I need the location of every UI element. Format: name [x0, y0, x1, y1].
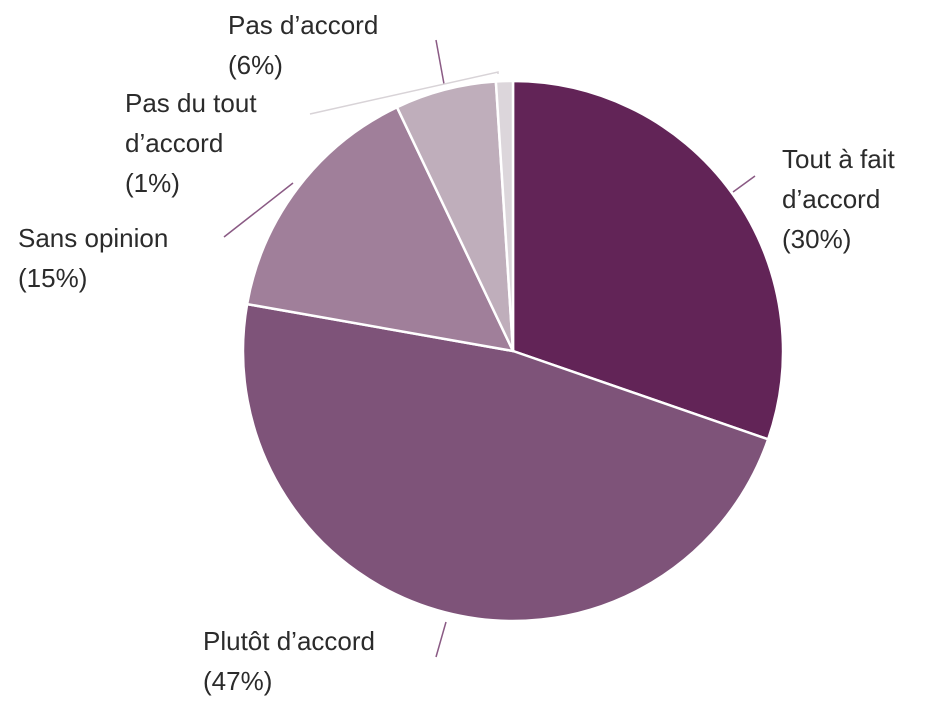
pie-slice-plutot-daccord [241, 302, 770, 623]
slice-label-line: (15%) [18, 263, 87, 293]
pie-slices [241, 79, 785, 623]
slice-label-line: Sans opinion [18, 223, 168, 253]
slice-label-tout-a-fait-daccord: Tout à fait d’accord (30%) [782, 144, 896, 254]
leader-line-pas-du-tout-daccord [309, 71, 499, 115]
slice-label-pas-du-tout-daccord: Pas du tout d’accord (1%) [125, 88, 257, 198]
leader-line-plutot-daccord [435, 621, 447, 658]
slice-label-sans-opinion: Sans opinion (15%) [18, 223, 168, 293]
leader-line-sans-opinion [223, 182, 294, 238]
slice-label-line: (1%) [125, 168, 180, 198]
slice-label-line: Plutôt d’accord [203, 626, 375, 656]
pie-slice-tout-a-fait-daccord [511, 79, 785, 441]
leader-line-tout-a-fait-daccord [732, 175, 756, 193]
leader-lines [223, 39, 756, 658]
slice-labels: Tout à fait d’accord (30%) Plutôt d’accord (… [18, 10, 896, 696]
slice-label-line: d’accord [782, 184, 880, 214]
slice-label-line: Pas d’accord [228, 10, 378, 40]
slice-label-line: (47%) [203, 666, 272, 696]
slice-label-pas-daccord: Pas d’accord (6%) [228, 10, 378, 80]
slice-label-line: Tout à fait [782, 144, 896, 174]
pie-slice-pas-du-tout-daccord [494, 79, 515, 353]
slice-label-line: d’accord [125, 128, 223, 158]
slice-label-line: Pas du tout [125, 88, 257, 118]
leader-line-pas-daccord [435, 39, 445, 85]
slice-label-plutot-daccord: Plutôt d’accord (47%) [203, 626, 375, 696]
slice-label-line: (6%) [228, 50, 283, 80]
slice-label-line: (30%) [782, 224, 851, 254]
pie-slice-sans-opinion [245, 105, 515, 353]
